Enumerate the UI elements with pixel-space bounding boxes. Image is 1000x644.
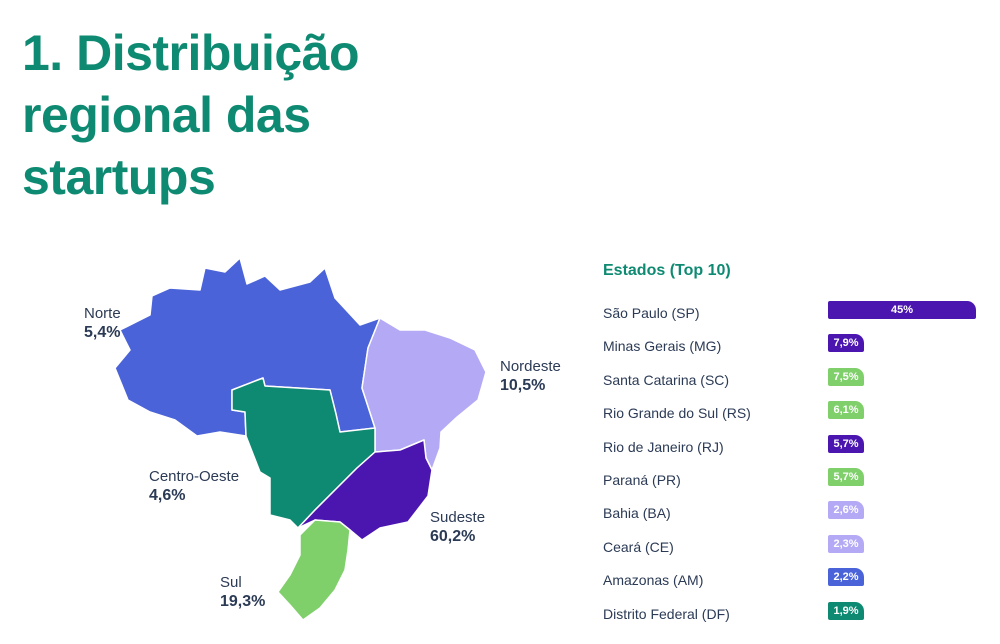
state-bar: 2,3% [828, 534, 864, 553]
title-line-1: 1. Distribuição [22, 25, 360, 81]
region-sudeste-shape [297, 439, 433, 541]
label-norte: Norte 5,4% [84, 305, 121, 341]
title-line-2: regional das [22, 87, 311, 143]
state-row: Amazonas (AM) 2,2% [603, 563, 993, 596]
state-bar: 6,1% [828, 401, 864, 420]
region-value: 5,4% [84, 324, 120, 341]
state-bar: 2,2% [828, 568, 864, 587]
state-bar: 5,7% [828, 468, 864, 486]
state-name: Minas Gerais (MG) [603, 338, 722, 355]
state-name: Rio de Janeiro (RJ) [603, 438, 724, 455]
state-row: São Paulo (SP) 45% [603, 296, 993, 329]
state-name: Paraná (PR) [603, 472, 681, 488]
state-row: Rio Grande do Sul (RS) 6,1% [603, 396, 993, 429]
region-value: 19,3% [220, 593, 265, 610]
state-bar: 45% [828, 301, 976, 319]
state-name: Bahia (BA) [603, 505, 671, 522]
state-bar: 1,9% [828, 601, 864, 620]
state-row: Minas Gerais (MG) 7,9% [603, 329, 993, 362]
state-name: Rio Grande do Sul (RS) [603, 405, 751, 422]
brazil-regions-map: Norte 5,4% Nordeste 10,5% Centro-Oeste 4… [84, 257, 561, 621]
state-name: Amazonas (AM) [603, 572, 704, 589]
page-title: 1. Distribuição regional das startups [22, 22, 360, 208]
region-value: 4,6% [149, 487, 185, 504]
title-line-3: startups [22, 149, 216, 205]
state-name: Ceará (CE) [603, 538, 674, 555]
region-name: Centro-Oeste [149, 468, 239, 485]
state-row: Distrito Federal (DF) 1,9% [603, 597, 993, 630]
state-row: Bahia (BA) 2,6% [603, 496, 993, 529]
state-row: Santa Catarina (SC) 7,5% [603, 363, 993, 396]
state-row: Paraná (PR) 5,7% [603, 463, 993, 496]
label-nordeste: Nordeste 10,5% [500, 358, 561, 394]
state-row: Rio de Janeiro (RJ) 5,7% [603, 430, 993, 463]
region-name: Norte [84, 305, 121, 322]
state-bar: 7,9% [828, 334, 864, 353]
state-bar: 5,7% [828, 434, 864, 453]
state-bar: 2,6% [828, 501, 864, 520]
region-name: Sul [220, 574, 242, 591]
region-sul-shape [277, 519, 351, 621]
region-value: 60,2% [430, 528, 475, 545]
label-centro-oeste: Centro-Oeste 4,6% [149, 468, 239, 504]
state-row: Ceará (CE) 2,3% [603, 530, 993, 563]
region-value: 10,5% [500, 377, 545, 394]
region-name: Nordeste [500, 358, 561, 375]
state-bar: 7,5% [828, 367, 864, 386]
states-chart-title: Estados (Top 10) [603, 262, 731, 279]
label-sul: Sul 19,3% [220, 574, 265, 610]
state-name: São Paulo (SP) [603, 305, 700, 321]
region-name: Sudeste [430, 509, 485, 526]
state-name: Santa Catarina (SC) [603, 371, 730, 388]
label-sudeste: Sudeste 60,2% [430, 509, 485, 545]
state-name: Distrito Federal (DF) [603, 605, 730, 622]
